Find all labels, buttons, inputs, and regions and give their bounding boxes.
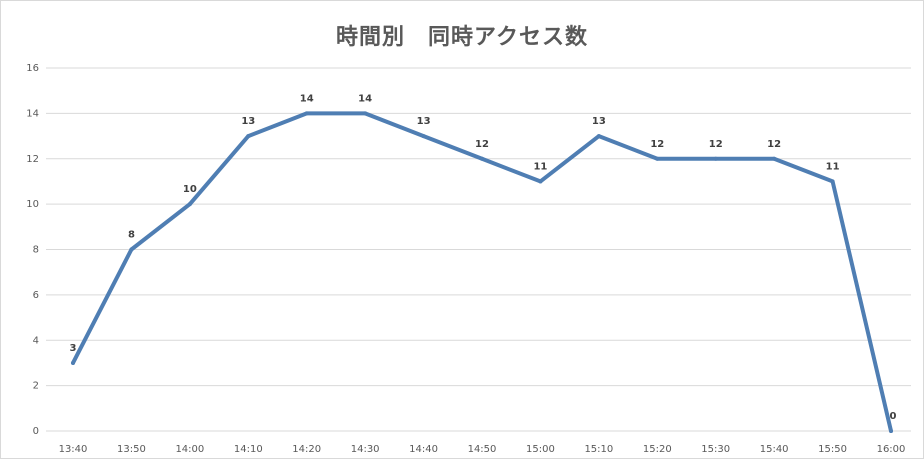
x-tick-label: 15:20	[643, 444, 672, 455]
x-tick-label: 16:00	[877, 444, 906, 455]
data-label: 11	[826, 161, 840, 172]
data-label: 13	[241, 116, 255, 127]
x-tick-label: 13:50	[117, 444, 146, 455]
data-label: 12	[709, 139, 723, 150]
y-tick-label: 8	[33, 245, 39, 256]
data-point	[713, 156, 718, 161]
data-label: 3	[70, 343, 77, 354]
data-label: 0	[890, 411, 897, 422]
x-tick-label: 14:10	[234, 444, 263, 455]
data-point	[71, 360, 75, 365]
x-tick-label: 14:00	[175, 444, 204, 455]
x-tick-label: 15:10	[584, 444, 613, 455]
data-point	[421, 134, 426, 139]
data-label: 14	[358, 93, 372, 104]
x-tick-label: 14:30	[351, 444, 380, 455]
data-point	[655, 156, 660, 161]
data-point	[596, 134, 601, 139]
data-label: 13	[417, 116, 431, 127]
y-tick-label: 12	[26, 154, 39, 165]
data-point	[129, 247, 134, 252]
data-label: 13	[592, 116, 606, 127]
y-tick-label: 6	[33, 290, 39, 301]
y-tick-label: 4	[33, 335, 39, 346]
data-point	[830, 179, 835, 184]
x-tick-label: 13:40	[59, 444, 88, 455]
x-tick-label: 14:20	[292, 444, 321, 455]
data-point	[363, 111, 368, 116]
data-label: 14	[300, 93, 314, 104]
data-label: 12	[650, 139, 664, 150]
data-point	[538, 179, 543, 184]
data-point	[246, 134, 251, 139]
data-label: 12	[767, 139, 781, 150]
x-tick-label: 15:40	[760, 444, 789, 455]
data-label: 8	[128, 230, 135, 241]
series-line	[71, 111, 893, 433]
chart-title: 時間別 同時アクセス数	[336, 25, 588, 50]
data-point	[480, 156, 484, 161]
x-tick-label: 15:50	[818, 444, 847, 455]
y-tick-label: 14	[26, 108, 39, 119]
x-tick-label: 14:50	[468, 444, 497, 455]
y-tick-label: 2	[33, 381, 39, 392]
data-label: 10	[183, 184, 197, 195]
data-point	[889, 429, 893, 433]
x-tick-label: 14:40	[409, 444, 438, 455]
data-label: 12	[475, 139, 489, 150]
x-tick-label: 15:30	[701, 444, 730, 455]
x-tick-label: 15:00	[526, 444, 555, 455]
data-label: 11	[533, 161, 547, 172]
data-point	[304, 111, 309, 116]
y-tick-label: 0	[33, 426, 39, 437]
data-point	[772, 156, 777, 161]
y-tick-label: 16	[26, 63, 39, 74]
y-tick-label: 10	[26, 199, 39, 210]
data-point	[187, 202, 192, 207]
